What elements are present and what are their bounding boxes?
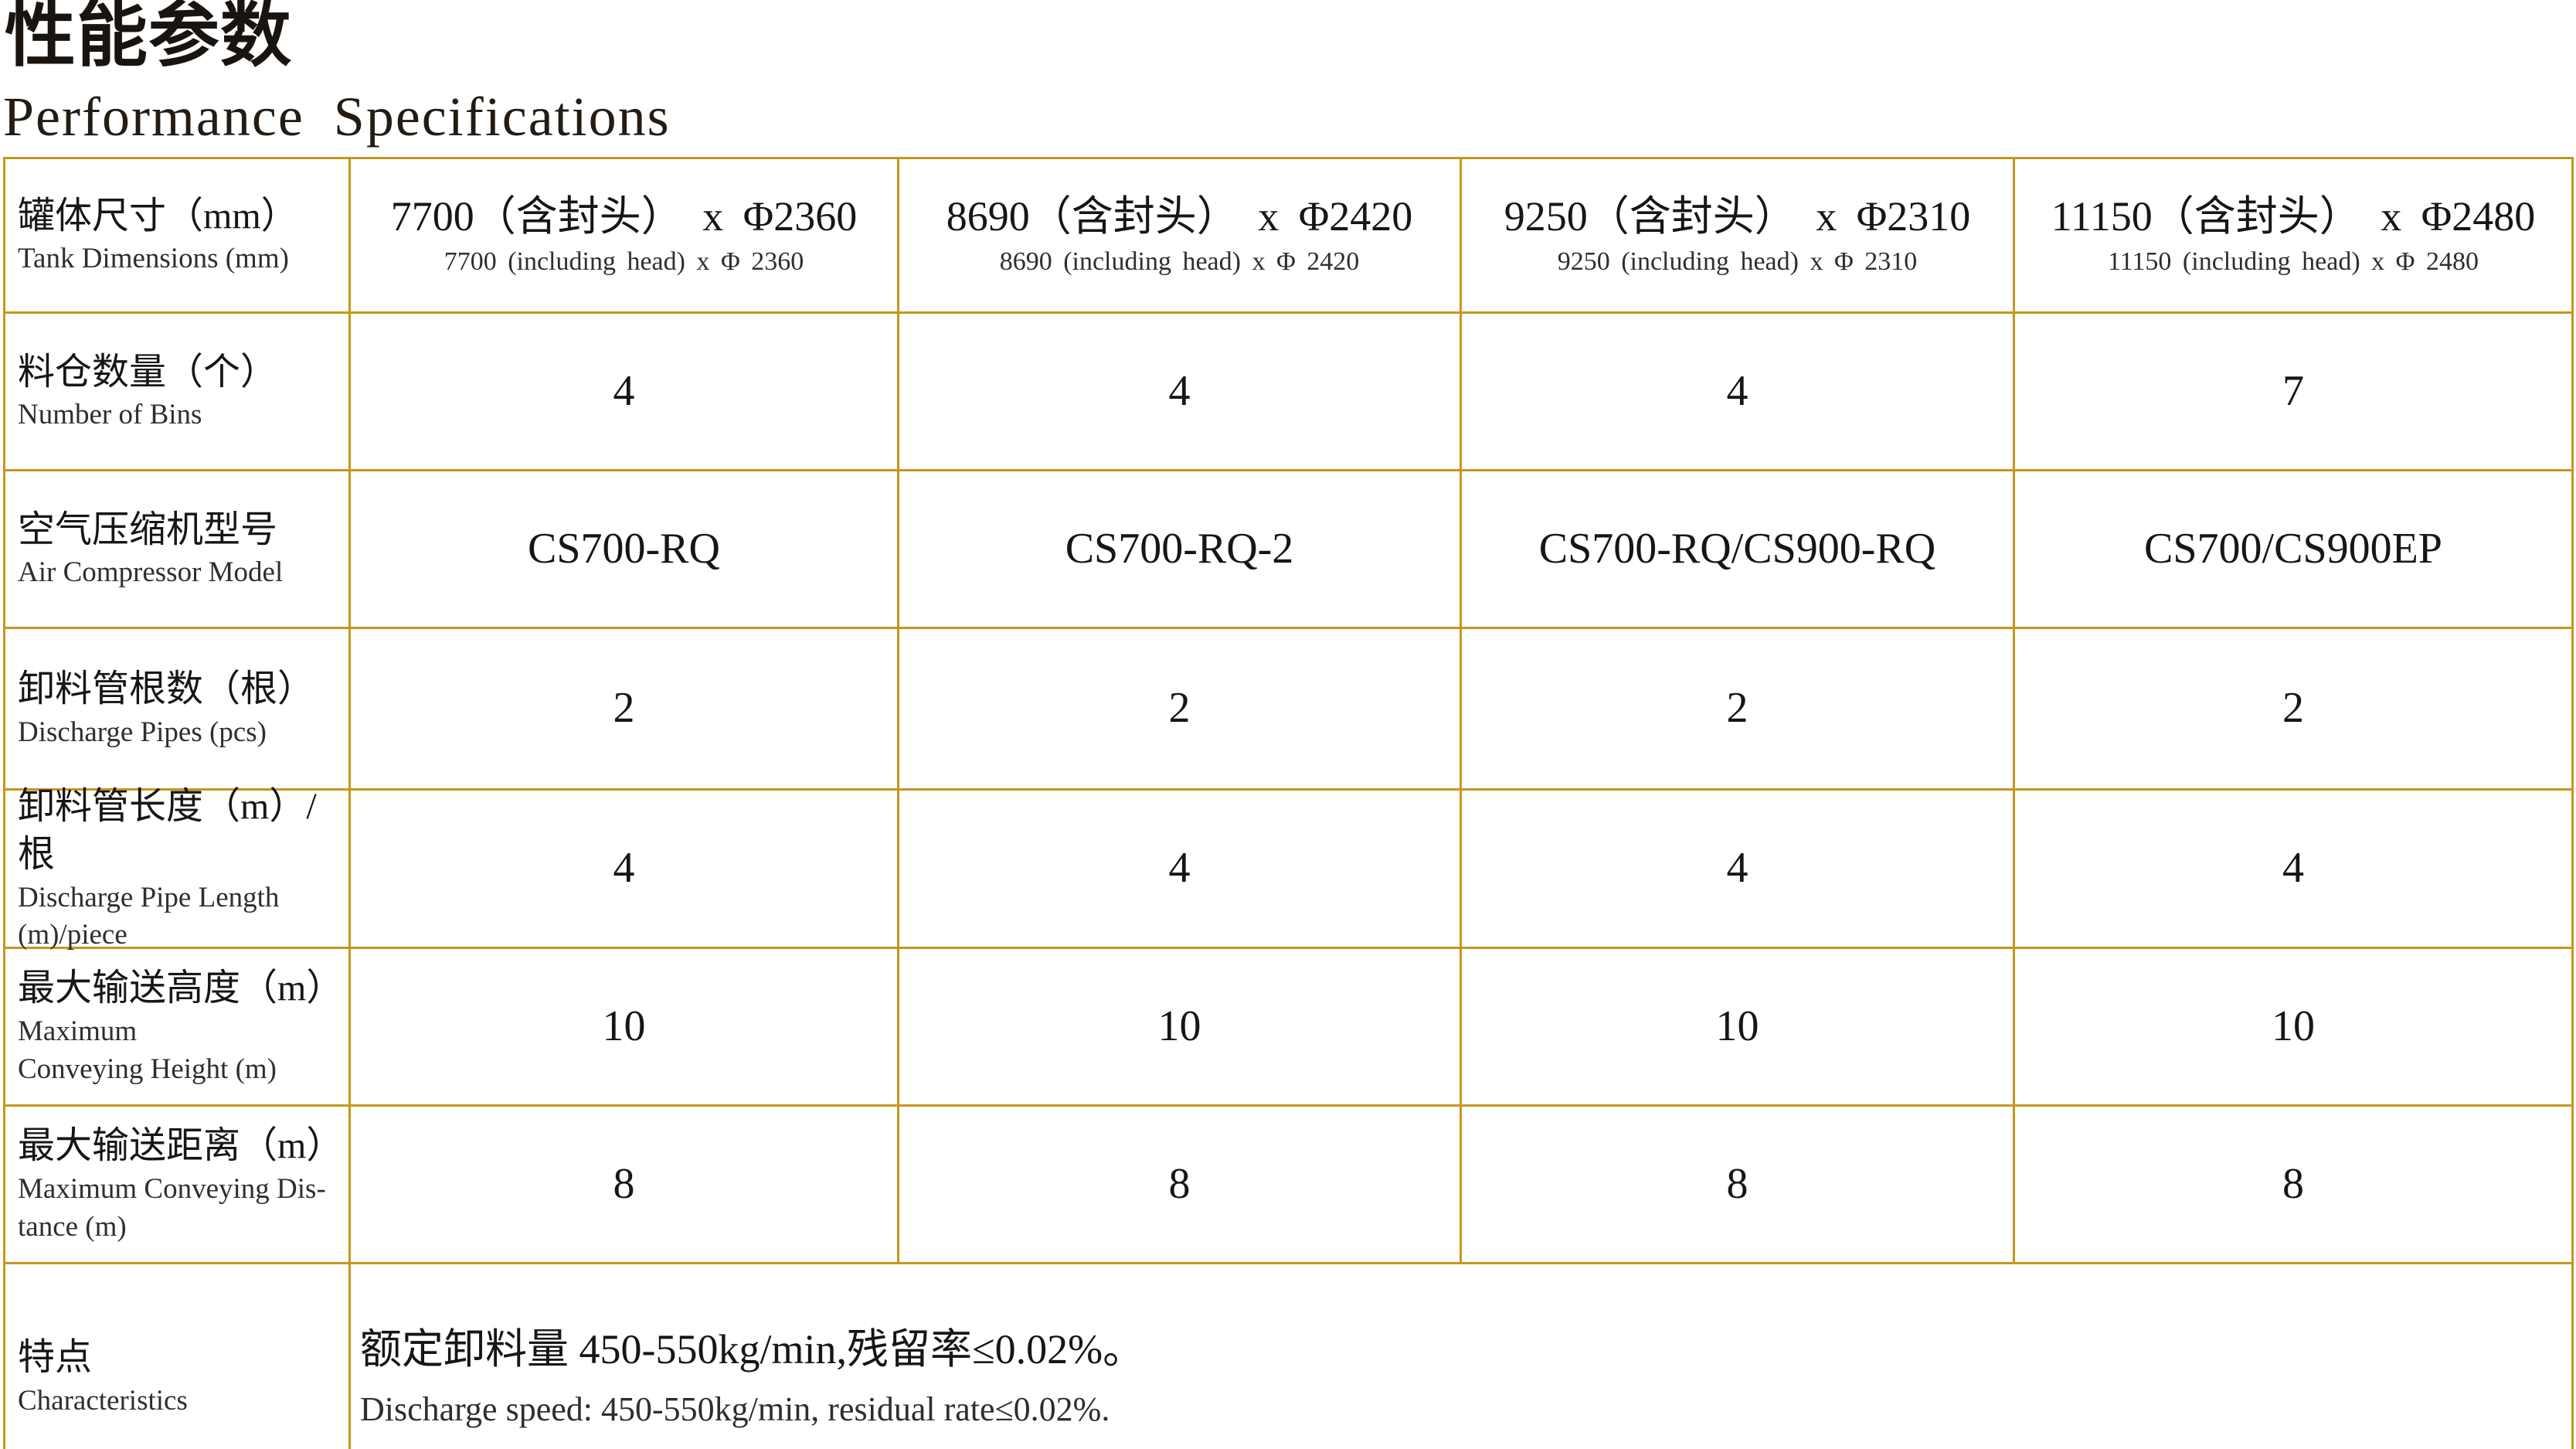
spec-value: 2 bbox=[613, 684, 635, 733]
spec-cell: 8 bbox=[1462, 1107, 2015, 1264]
row-label-en: Maximum Conveying Height (m) bbox=[18, 1015, 277, 1085]
spec-value: CS700/CS900EP bbox=[2144, 524, 2442, 573]
row-header-characteristics: 特点 Characteristics bbox=[5, 1264, 351, 1449]
row-header-discharge-pipe-length: 卸料管长度（m）/根 Discharge Pipe Length (m)/pie… bbox=[5, 786, 351, 951]
spec-cell: 4 bbox=[899, 314, 1462, 471]
dimension-sub: 8690 (including head) x Φ 2420 bbox=[999, 247, 1360, 277]
row-label-zh: 卸料管根数（根） bbox=[18, 668, 315, 710]
spec-value: 8 bbox=[2282, 1159, 2304, 1208]
spec-cell: CS700-RQ bbox=[351, 471, 899, 629]
row-header-discharge-pipes: 卸料管根数（根） Discharge Pipes (pcs) bbox=[5, 629, 351, 791]
row-label-en: Air Compressor Model bbox=[18, 556, 284, 589]
spec-table: 罐体尺寸（mm） Tank Dimensions (mm) 7700（含封头） … bbox=[3, 157, 2574, 1449]
spec-value: 8 bbox=[1168, 1159, 1191, 1208]
spec-value: 10 bbox=[1715, 1002, 1759, 1050]
spec-value: CS700-RQ bbox=[528, 524, 720, 573]
spec-value: 4 bbox=[1726, 844, 1748, 893]
spec-cell: 10 bbox=[1462, 949, 2015, 1107]
dimension-sub: 7700 (including head) x Φ 2360 bbox=[443, 247, 804, 277]
spec-value: CS700-RQ-2 bbox=[1065, 524, 1294, 573]
dimension-main: 9250（含封头） x Φ2310 bbox=[1504, 193, 1971, 240]
spec-cell: 10 bbox=[899, 949, 1462, 1107]
row-label-en: Characteristics bbox=[18, 1384, 188, 1417]
spec-cell: 2 bbox=[1462, 629, 2015, 791]
row-header-max-conveying-distance: 最大输送距离（m） Maximum Conveying Dis- tance (… bbox=[5, 1107, 351, 1264]
spec-cell: 10 bbox=[351, 949, 899, 1107]
spec-value: 4 bbox=[2282, 844, 2304, 893]
spec-value: 8 bbox=[1726, 1159, 1748, 1208]
spec-value: 4 bbox=[1168, 844, 1191, 893]
dimension-main: 8690（含封头） x Φ2420 bbox=[946, 193, 1413, 240]
dimension-sub: 11150 (including head) x Φ 2480 bbox=[2107, 247, 2479, 277]
row-label-en: Discharge Pipes (pcs) bbox=[18, 716, 267, 748]
row-header-air-compressor-model: 空气压缩机型号 Air Compressor Model bbox=[5, 471, 351, 629]
row-label-en: Discharge Pipe Length (m)/piece bbox=[18, 881, 280, 951]
spec-cell: 4 bbox=[1462, 314, 2015, 471]
spec-value: 4 bbox=[1168, 366, 1191, 415]
row-header-max-conveying-height: 最大输送高度（m） Maximum Conveying Height (m) bbox=[5, 949, 351, 1107]
row-label-zh: 最大输送距离（m） bbox=[18, 1125, 344, 1167]
row-label-zh: 最大输送高度（m） bbox=[18, 968, 344, 1009]
spec-value: 4 bbox=[613, 366, 635, 415]
spec-value: 8 bbox=[613, 1159, 635, 1208]
tank-dimension-cell: 9250（含封头） x Φ2310 9250 (including head) … bbox=[1462, 159, 2015, 314]
spec-cell: CS700-RQ-2 bbox=[899, 471, 1462, 629]
spec-value: 2 bbox=[1168, 684, 1191, 733]
characteristics-desc-cell: 额定卸料量 450-550kg/min,残留率≤0.02%。 Discharge… bbox=[351, 1264, 2571, 1449]
row-header-number-of-bins: 料仓数量（个） Number of Bins bbox=[5, 314, 351, 471]
spec-cell: 8 bbox=[351, 1107, 899, 1264]
spec-value: 7 bbox=[2282, 366, 2304, 415]
tank-dimension-cell: 11150（含封头） x Φ2480 11150 (including head… bbox=[2015, 159, 2571, 314]
spec-cell: 8 bbox=[2015, 1107, 2571, 1264]
dimension-sub: 9250 (including head) x Φ 2310 bbox=[1557, 247, 1918, 277]
row-label-en: Maximum Conveying Dis- tance (m) bbox=[18, 1172, 326, 1243]
row-label-zh: 空气压缩机型号 bbox=[18, 509, 278, 550]
spec-cell: CS700/CS900EP bbox=[2015, 471, 2571, 629]
row-label-zh: 卸料管长度（m）/根 bbox=[18, 785, 317, 876]
spec-cell: 2 bbox=[351, 629, 899, 791]
spec-cell: 2 bbox=[899, 629, 1462, 791]
spec-cell: 4 bbox=[351, 791, 899, 949]
spec-value: CS700-RQ/CS900-RQ bbox=[1538, 524, 1936, 573]
spec-cell: 4 bbox=[351, 314, 899, 471]
page-title-zh: 性能参数 bbox=[5, 0, 293, 75]
row-label-en: Number of Bins bbox=[18, 399, 202, 431]
spec-value: 4 bbox=[1726, 366, 1748, 415]
spec-value: 2 bbox=[1726, 684, 1748, 733]
row-label-zh: 特点 bbox=[18, 1337, 93, 1379]
dimension-main: 11150（含封头） x Φ2480 bbox=[2051, 193, 2536, 240]
spec-cell: 2 bbox=[2015, 629, 2571, 791]
row-header-tank-dimensions: 罐体尺寸（mm） Tank Dimensions (mm) bbox=[5, 159, 351, 314]
spec-cell: CS700-RQ/CS900-RQ bbox=[1462, 471, 2015, 629]
row-label-zh: 罐体尺寸（mm） bbox=[18, 195, 298, 236]
spec-value: 10 bbox=[1157, 1002, 1201, 1050]
spec-cell: 4 bbox=[2015, 791, 2571, 949]
page-title-en: Performance Specifications bbox=[3, 86, 671, 148]
spec-cell: 4 bbox=[899, 791, 1462, 949]
characteristics-desc-en: Discharge speed: 450-550kg/min, residual… bbox=[360, 1390, 1110, 1429]
tank-dimension-cell: 8690（含封头） x Φ2420 8690 (including head) … bbox=[899, 159, 1462, 314]
dimension-main: 7700（含封头） x Φ2360 bbox=[390, 193, 858, 240]
spec-value: 2 bbox=[2282, 684, 2304, 733]
spec-value: 10 bbox=[2272, 1002, 2315, 1050]
row-label-en: Tank Dimensions (mm) bbox=[18, 243, 289, 275]
spec-cell: 10 bbox=[2015, 949, 2571, 1107]
spec-cell: 7 bbox=[2015, 314, 2571, 471]
row-label-zh: 料仓数量（个） bbox=[18, 351, 278, 393]
spec-cell: 8 bbox=[899, 1107, 1462, 1264]
spec-value: 10 bbox=[602, 1002, 646, 1050]
spec-cell: 4 bbox=[1462, 791, 2015, 949]
tank-dimension-cell: 7700（含封头） x Φ2360 7700 (including head) … bbox=[351, 159, 899, 314]
characteristics-desc-zh: 额定卸料量 450-550kg/min,残留率≤0.02%。 bbox=[360, 1325, 1145, 1372]
spec-value: 4 bbox=[613, 844, 635, 893]
